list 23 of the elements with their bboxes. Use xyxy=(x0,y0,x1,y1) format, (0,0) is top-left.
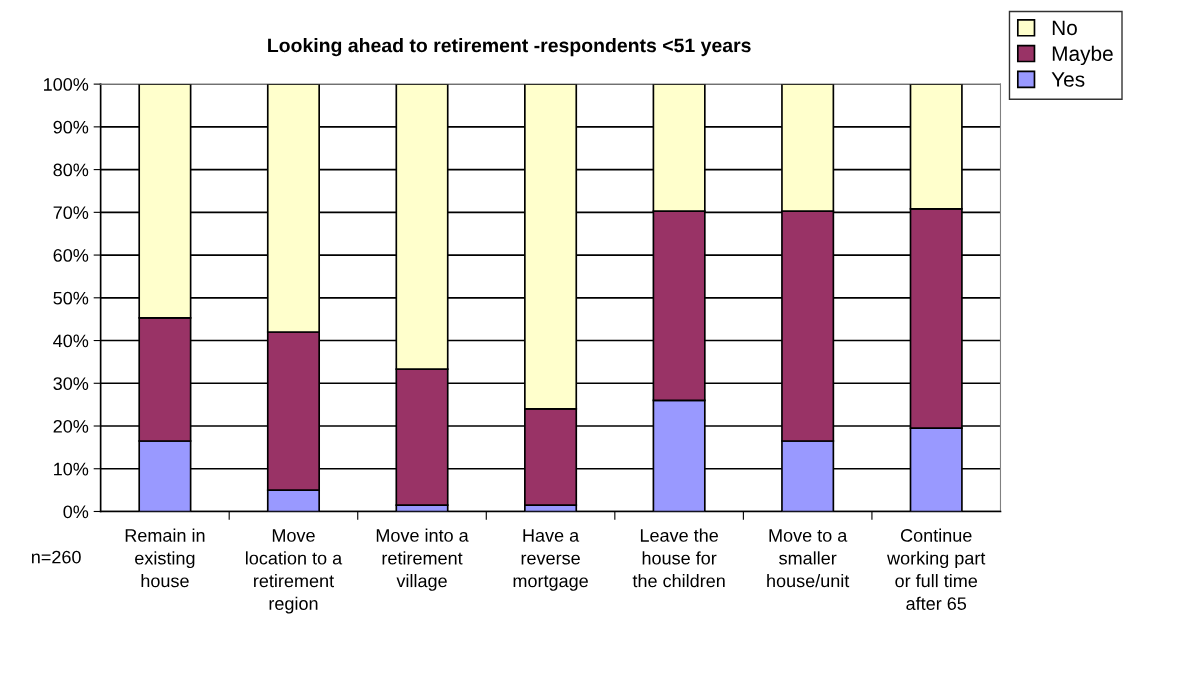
x-tick-label: Continue working part or full time after 65 xyxy=(887,528,986,610)
text: n=260 xyxy=(31,550,81,564)
legend-label: No xyxy=(1052,20,1077,36)
y-tick-label: 90% xyxy=(53,120,89,134)
x-tick-label: Remain in existing house xyxy=(125,528,205,588)
y-tick-label: 0% xyxy=(63,505,89,519)
y-tick-label: 70% xyxy=(53,206,89,220)
y-tick-label: 80% xyxy=(53,163,89,177)
y-tick-label: 40% xyxy=(53,334,89,348)
x-tick-label: Move into a retirement village xyxy=(376,528,469,591)
x-tick-label: Move location to a retirement region xyxy=(246,529,343,614)
x-tick-label: Leave the house for the children xyxy=(632,528,725,588)
y-tick-label: 30% xyxy=(53,377,89,390)
y-tick-label: 10% xyxy=(54,462,89,476)
legend-label: Maybe xyxy=(1052,45,1113,66)
x-tick-label: Have a reverse mortgage xyxy=(513,529,588,591)
y-tick-label: 20% xyxy=(53,419,89,433)
legend-label: Yes xyxy=(1051,72,1085,87)
x-tick-label: Move to a smaller house/unit xyxy=(767,529,850,588)
y-tick-label: 60% xyxy=(53,249,89,262)
y-tick-label: 50% xyxy=(53,291,89,305)
chart-title: Looking ahead to retirement -respondents <51 years xyxy=(268,38,751,57)
y-tick-label: 100% xyxy=(44,78,89,91)
